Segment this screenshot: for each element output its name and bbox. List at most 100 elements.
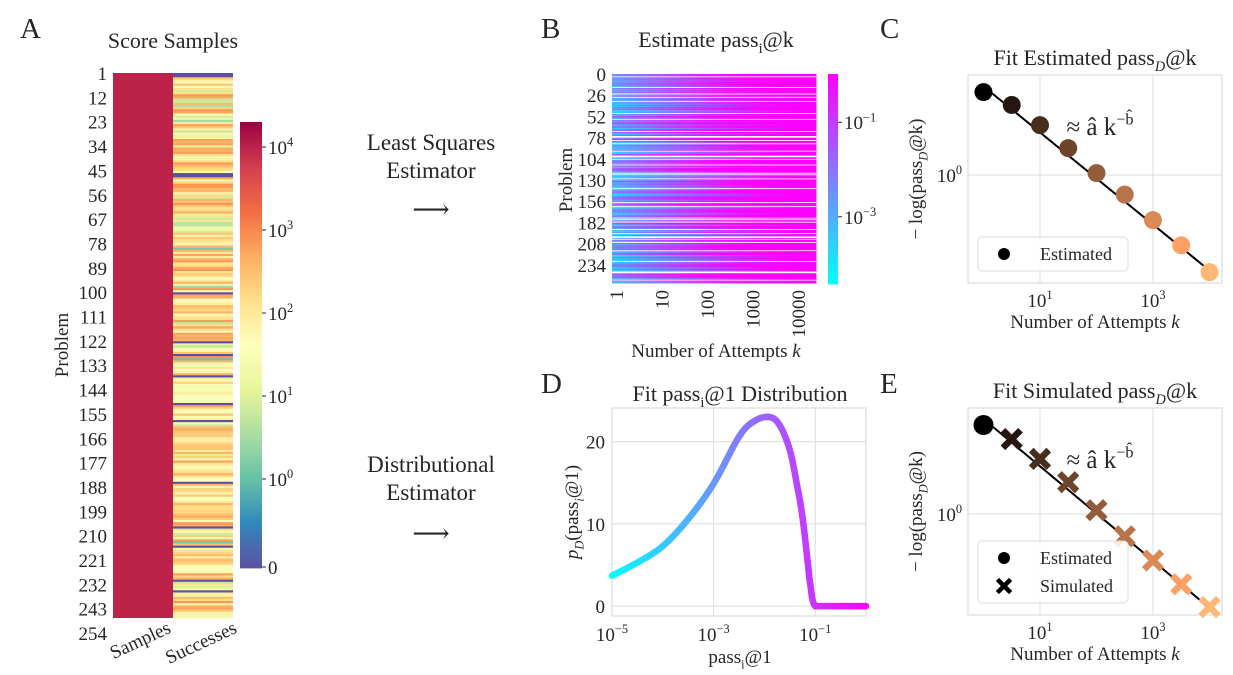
- heatmap-cell: [698, 130, 704, 132]
- heatmap-cell: [766, 100, 772, 102]
- heatmap-cell: [648, 149, 654, 152]
- heatmap-cell: [761, 151, 767, 153]
- heatmap-cell: [729, 149, 735, 151]
- successes-cell: [173, 356, 233, 359]
- heatmap-cell: [770, 97, 776, 99]
- heatmap-cell: [648, 90, 654, 92]
- heatmap-cell: [779, 91, 785, 93]
- heatmap-cell: [802, 114, 808, 117]
- heatmap-cell: [811, 75, 817, 77]
- heatmap-cell: [793, 166, 799, 168]
- colorbar-tick-label: 102: [268, 301, 293, 325]
- heatmap-cell: [707, 81, 713, 83]
- heatmap-cell: [770, 75, 776, 77]
- heatmap-cell: [711, 114, 717, 117]
- heatmap-cell: [797, 146, 803, 148]
- heatmap-cell: [748, 103, 753, 105]
- heatmap-cell: [770, 161, 776, 163]
- successes-cell: [173, 596, 233, 600]
- heatmap-cell: [716, 131, 722, 134]
- heatmap-cell: [689, 141, 694, 143]
- heatmap-cell: [616, 116, 622, 118]
- heatmap-cell: [661, 114, 667, 116]
- heatmap-cell: [661, 122, 667, 125]
- heatmap-cell: [725, 129, 731, 131]
- heatmap-cell: [612, 137, 617, 139]
- heatmap-cell: [766, 148, 772, 150]
- heatmap-cell: [702, 88, 708, 90]
- successes-cell: [173, 336, 233, 340]
- heatmap-cell: [684, 90, 690, 92]
- heatmap-cell: [811, 145, 817, 148]
- heatmap-cell: [748, 119, 753, 121]
- heatmap-cell: [634, 131, 640, 134]
- heatmap-cell: [761, 112, 767, 114]
- heatmap-cell: [716, 106, 722, 108]
- heatmap-cell: [779, 75, 785, 77]
- heatmap-cell: [711, 120, 717, 122]
- heatmap-cell: [675, 165, 681, 167]
- heatmap-cell: [766, 105, 772, 107]
- heatmap-cell: [811, 99, 817, 101]
- heatmap-cell: [680, 140, 685, 143]
- heatmap-cell: [616, 94, 622, 96]
- heatmap-cell: [793, 163, 799, 166]
- successes-cell: [173, 613, 233, 617]
- heatmap-cell: [720, 102, 726, 104]
- heatmap-cell: [634, 118, 640, 120]
- heatmap-cell: [720, 158, 726, 160]
- heatmap-cell: [652, 91, 658, 93]
- heatmap-cell: [639, 84, 645, 86]
- heatmap-cell: [643, 105, 649, 107]
- heatmap-cell: [625, 108, 631, 110]
- heatmap-cell: [675, 98, 681, 100]
- successes-cell: [173, 445, 233, 449]
- heatmap-cell: [811, 109, 817, 111]
- colorbar-segment: [240, 528, 262, 531]
- heatmap-cell: [634, 154, 640, 156]
- heatmap-cell: [811, 104, 817, 106]
- heatmap-cell: [666, 91, 672, 93]
- heatmap-cell: [657, 116, 663, 118]
- heatmap-cell: [743, 123, 749, 126]
- heatmap-cell: [711, 83, 717, 86]
- heatmap-cell: [680, 127, 685, 129]
- heatmap-cell: [811, 74, 817, 76]
- heatmap-cell: [802, 167, 808, 169]
- heatmap-cell: [657, 160, 663, 162]
- heatmap-cell: [806, 163, 812, 166]
- heatmap-cell: [729, 107, 735, 109]
- heatmap-cell: [711, 86, 717, 88]
- successes-cell: [173, 177, 233, 180]
- heatmap-cell: [652, 79, 658, 81]
- colorbar-segment: [240, 408, 262, 411]
- colorbar-segment: [240, 432, 262, 435]
- heatmap-cell: [734, 105, 740, 108]
- successes-cell: [173, 149, 233, 153]
- heatmap-cell: [612, 111, 617, 113]
- heatmap-cell: [729, 82, 735, 85]
- heatmap-cell: [666, 137, 672, 139]
- heatmap-cell: [752, 141, 758, 143]
- colorbar-segment: [240, 388, 262, 391]
- heatmap-cell: [625, 154, 631, 157]
- heatmap-cell: [689, 109, 694, 112]
- heatmap-cell: [752, 101, 758, 103]
- colorbar-segment: [240, 496, 262, 499]
- heatmap-cell: [779, 94, 785, 96]
- heatmap-cell: [779, 142, 785, 144]
- heatmap-cell: [625, 154, 631, 156]
- colorbar-segment: [240, 476, 262, 479]
- heatmap-cell: [630, 141, 636, 143]
- heatmap-cell: [766, 118, 772, 120]
- heatmap-cell: [625, 96, 631, 98]
- heatmap-cell: [711, 85, 717, 87]
- heatmap-cell: [752, 90, 758, 92]
- colorbar-segment: [240, 158, 262, 161]
- heatmap-cell: [729, 153, 735, 155]
- heatmap-cell: [811, 162, 817, 165]
- heatmap-cell: [612, 78, 617, 80]
- heatmap-cell: [770, 114, 776, 117]
- heatmap-cell: [612, 162, 617, 165]
- heatmap-cell: [788, 108, 794, 110]
